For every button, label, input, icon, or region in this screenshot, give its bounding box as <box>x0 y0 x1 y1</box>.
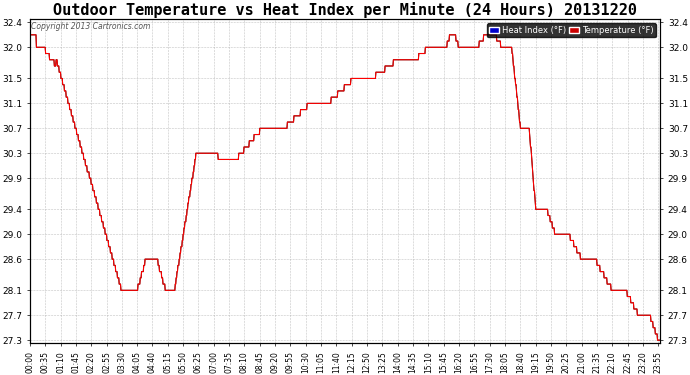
Title: Outdoor Temperature vs Heat Index per Minute (24 Hours) 20131220: Outdoor Temperature vs Heat Index per Mi… <box>53 2 637 18</box>
Legend: Heat Index (°F), Temperature (°F): Heat Index (°F), Temperature (°F) <box>487 23 656 38</box>
Text: Copyright 2013 Cartronics.com: Copyright 2013 Cartronics.com <box>31 22 150 32</box>
